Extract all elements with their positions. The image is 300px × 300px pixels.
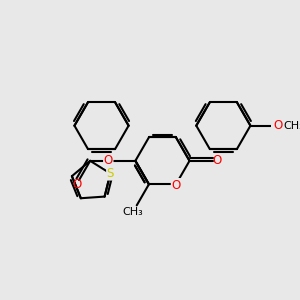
Text: O: O bbox=[171, 178, 181, 192]
Text: O: O bbox=[273, 119, 283, 132]
Text: CH₃: CH₃ bbox=[284, 121, 300, 131]
Text: CH₃: CH₃ bbox=[122, 207, 143, 218]
Text: O: O bbox=[72, 178, 81, 191]
Text: O: O bbox=[104, 154, 113, 167]
Text: O: O bbox=[213, 154, 222, 167]
Text: S: S bbox=[107, 167, 114, 180]
